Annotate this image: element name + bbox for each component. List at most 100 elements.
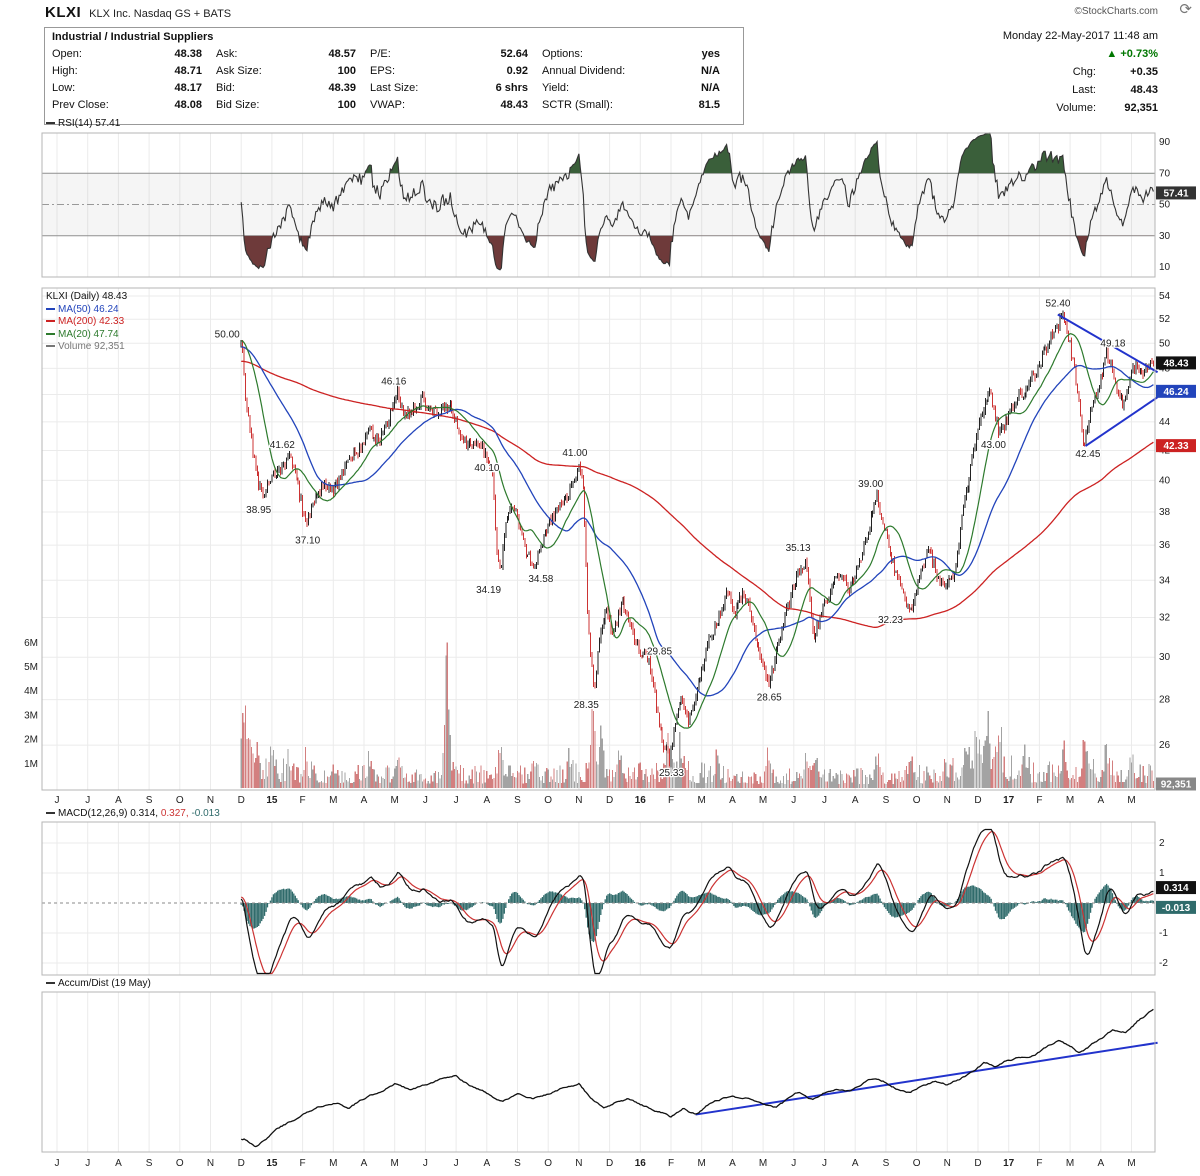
quote-field-label: VWAP: xyxy=(370,99,406,111)
svg-text:M: M xyxy=(1127,795,1135,806)
svg-text:16: 16 xyxy=(635,795,647,806)
svg-text:40: 40 xyxy=(1159,475,1171,486)
svg-text:1: 1 xyxy=(1159,868,1165,879)
quote-field-label: SCTR (Small): xyxy=(542,99,613,111)
ma-line-swatch xyxy=(46,307,55,310)
svg-text:F: F xyxy=(668,795,674,806)
volume-row: Volume: 92,351 xyxy=(908,99,1158,117)
symbol-legend-label: KLXI (Daily) xyxy=(46,291,100,302)
up-arrow-icon: ▲ xyxy=(1106,48,1121,60)
svg-text:O: O xyxy=(544,795,552,806)
refresh-icon[interactable]: ⟳ xyxy=(1179,1,1192,18)
svg-text:0.314: 0.314 xyxy=(1163,883,1188,894)
svg-text:J: J xyxy=(55,795,60,806)
quote-column: P/E: 52.64 EPS: 0.92 Last Size: 6 shrs VWAP: 48… xyxy=(370,46,528,114)
svg-text:30: 30 xyxy=(1159,652,1171,663)
quote-field-value: 52.64 xyxy=(500,48,528,60)
quote-column: Ask: 48.57 Ask Size: 100 Bid: 48.39 Bid Size: 1… xyxy=(216,46,356,114)
quote-field-value: 100 xyxy=(337,99,356,111)
svg-text:A: A xyxy=(729,1158,736,1169)
ticker-symbol: KLXI xyxy=(45,4,82,21)
svg-text:J: J xyxy=(822,795,827,806)
svg-text:2M: 2M xyxy=(24,735,38,746)
svg-text:17: 17 xyxy=(1003,795,1015,806)
ticker-description: KLX Inc. Nasdaq GS + BATS xyxy=(89,8,232,20)
svg-text:J: J xyxy=(454,795,459,806)
ma-legend-item: MA(200) 42.33 xyxy=(46,316,127,329)
quote-field-label: High: xyxy=(52,65,78,77)
symbol-legend: KLXI (Daily) 48.43 xyxy=(46,291,127,304)
svg-text:F: F xyxy=(300,795,306,806)
quote-field-value: N/A xyxy=(701,65,720,77)
svg-text:O: O xyxy=(176,795,184,806)
svg-text:D: D xyxy=(974,1158,981,1169)
quote-field-label: Prev Close: xyxy=(52,99,109,111)
svg-text:50: 50 xyxy=(1159,338,1171,349)
quote-column: Options: yes Annual Dividend: N/A Yield: N/A S… xyxy=(542,46,720,114)
svg-text:90: 90 xyxy=(1159,137,1171,148)
change-percent: +0.73% xyxy=(1120,48,1158,60)
svg-text:A: A xyxy=(115,795,122,806)
quote-field-label: Options: xyxy=(542,48,583,60)
quote-field-value: 100 xyxy=(337,65,356,77)
svg-text:D: D xyxy=(238,795,245,806)
quote-field-value: 48.08 xyxy=(174,99,202,111)
svg-text:J: J xyxy=(454,1158,459,1169)
svg-text:F: F xyxy=(668,1158,674,1169)
svg-text:A: A xyxy=(361,1158,368,1169)
quote-field: Yield: N/A xyxy=(542,80,720,97)
quote-field-label: Bid Size: xyxy=(216,99,260,111)
svg-text:D: D xyxy=(606,795,613,806)
svg-text:J: J xyxy=(85,795,90,806)
quote-field-label: Bid: xyxy=(216,82,235,94)
svg-text:46.16: 46.16 xyxy=(381,376,406,387)
svg-text:50: 50 xyxy=(1159,200,1171,211)
svg-text:A: A xyxy=(361,795,368,806)
ad-title: Accum/Dist (19 May) xyxy=(58,978,151,989)
svg-text:28: 28 xyxy=(1159,695,1171,706)
ma-line-swatch xyxy=(46,320,55,323)
svg-text:36: 36 xyxy=(1159,540,1171,551)
macd-value: -0.013 xyxy=(191,808,220,819)
quote-field-label: P/E: xyxy=(370,48,391,60)
svg-text:N: N xyxy=(207,1158,214,1169)
svg-text:29.85: 29.85 xyxy=(647,646,672,657)
ma-legend-item: MA(20) 47.74 xyxy=(46,329,127,342)
quote-field-value: 48.38 xyxy=(174,48,202,60)
svg-text:41.00: 41.00 xyxy=(562,448,587,459)
svg-text:A: A xyxy=(483,1158,490,1169)
quote-field-value: N/A xyxy=(701,82,720,94)
last-row: Last: 48.43 xyxy=(908,81,1158,99)
quote-field: Last Size: 6 shrs xyxy=(370,80,528,97)
svg-text:39.00: 39.00 xyxy=(858,479,883,490)
quote-field: SCTR (Small): 81.5 xyxy=(542,97,720,114)
quote-field-label: Annual Dividend: xyxy=(542,65,626,77)
svg-text:M: M xyxy=(1066,1158,1074,1169)
svg-text:J: J xyxy=(822,1158,827,1169)
svg-text:A: A xyxy=(483,795,490,806)
svg-text:34: 34 xyxy=(1159,575,1171,586)
svg-text:S: S xyxy=(883,795,890,806)
volume-label: Volume: xyxy=(1056,102,1096,114)
svg-text:N: N xyxy=(575,1158,582,1169)
macd-title: MACD(12,26,9) xyxy=(58,808,128,819)
svg-text:17: 17 xyxy=(1003,1158,1015,1169)
svg-text:6M: 6M xyxy=(24,638,38,649)
svg-text:57.41: 57.41 xyxy=(1163,188,1188,199)
svg-text:N: N xyxy=(575,795,582,806)
quote-field: P/E: 52.64 xyxy=(370,46,528,63)
quote-field: Prev Close: 48.08 xyxy=(52,97,202,114)
svg-text:S: S xyxy=(514,795,521,806)
svg-text:S: S xyxy=(146,1158,153,1169)
svg-text:42.33: 42.33 xyxy=(1163,441,1188,452)
chart-header: KLXI KLX Inc. Nasdaq GS + BATS xyxy=(45,4,231,21)
svg-text:52.40: 52.40 xyxy=(1045,298,1070,309)
volume-value: 92,351 xyxy=(1124,102,1158,114)
svg-text:M: M xyxy=(698,1158,706,1169)
svg-text:30: 30 xyxy=(1159,231,1171,242)
svg-text:4M: 4M xyxy=(24,686,38,697)
svg-text:37.10: 37.10 xyxy=(295,536,320,547)
svg-text:34.58: 34.58 xyxy=(528,574,553,585)
quote-field: Open: 48.38 xyxy=(52,46,202,63)
volume-bars-icon xyxy=(46,345,55,348)
